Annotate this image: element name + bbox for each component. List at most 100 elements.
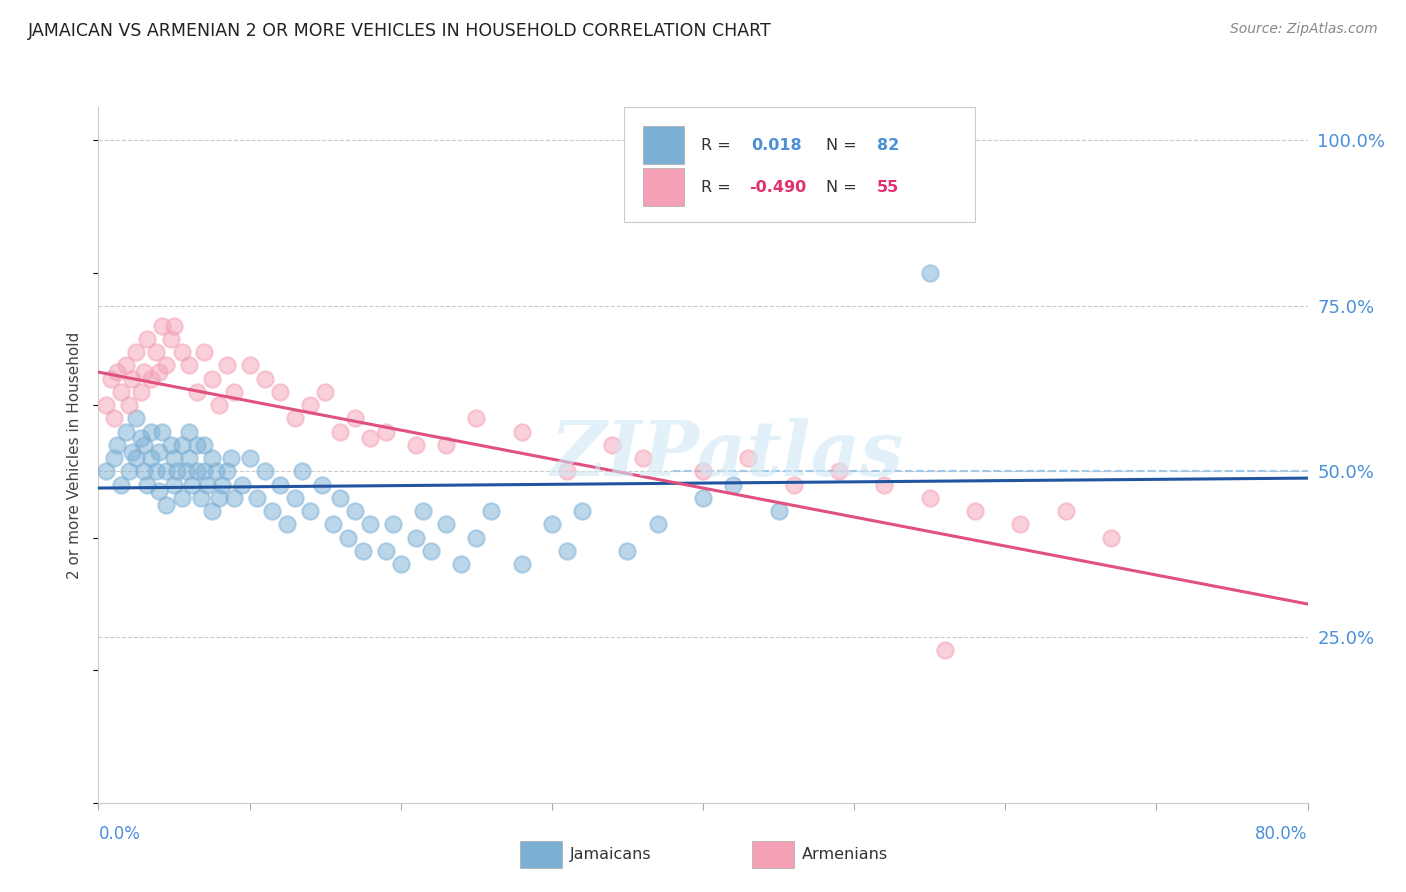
Point	[631, 451, 654, 466]
Point	[783, 477, 806, 491]
Point	[382, 517, 405, 532]
Point	[155, 498, 177, 512]
Point	[918, 266, 941, 280]
Point	[344, 411, 367, 425]
Point	[291, 465, 314, 479]
Point	[616, 544, 638, 558]
Point	[692, 491, 714, 505]
Point	[179, 451, 201, 466]
Point	[103, 411, 125, 425]
Point	[179, 359, 201, 373]
Point	[148, 444, 170, 458]
Point	[434, 517, 457, 532]
Point	[181, 477, 204, 491]
Point	[145, 345, 167, 359]
Point	[215, 359, 238, 373]
Point	[450, 558, 472, 572]
Point	[246, 491, 269, 505]
Text: R =: R =	[700, 179, 735, 194]
Point	[148, 484, 170, 499]
Point	[276, 517, 298, 532]
Point	[269, 384, 291, 399]
Point	[647, 517, 669, 532]
Point	[405, 438, 427, 452]
Text: ZIPatlas: ZIPatlas	[551, 418, 904, 491]
Text: Source: ZipAtlas.com: Source: ZipAtlas.com	[1230, 22, 1378, 37]
Point	[163, 451, 186, 466]
FancyBboxPatch shape	[643, 126, 683, 164]
Point	[284, 411, 307, 425]
Point	[94, 398, 117, 412]
Point	[224, 384, 246, 399]
Point	[828, 465, 851, 479]
Point	[129, 431, 152, 445]
Point	[360, 431, 382, 445]
Point	[190, 491, 212, 505]
Point	[1099, 531, 1122, 545]
Point	[540, 517, 562, 532]
Point	[201, 372, 224, 386]
Point	[170, 345, 193, 359]
Point	[195, 477, 218, 491]
Point	[412, 504, 434, 518]
Point	[118, 398, 141, 412]
Point	[374, 544, 396, 558]
Point	[555, 465, 578, 479]
Text: 0.018: 0.018	[751, 137, 801, 153]
Point	[420, 544, 443, 558]
Point	[100, 372, 122, 386]
Point	[311, 477, 333, 491]
Point	[208, 398, 231, 412]
Point	[186, 438, 208, 452]
Point	[692, 465, 714, 479]
Point	[389, 558, 412, 572]
Text: N =: N =	[827, 137, 862, 153]
Point	[262, 504, 284, 518]
Point	[215, 465, 238, 479]
Point	[150, 318, 173, 333]
Point	[352, 544, 374, 558]
Text: R =: R =	[700, 137, 735, 153]
Point	[555, 544, 578, 558]
Point	[174, 465, 197, 479]
Point	[103, 451, 125, 466]
Point	[160, 438, 183, 452]
Point	[105, 365, 128, 379]
Point	[299, 504, 322, 518]
Point	[125, 411, 148, 425]
Text: N =: N =	[827, 179, 862, 194]
Point	[314, 384, 336, 399]
Point	[135, 477, 157, 491]
Point	[114, 425, 136, 439]
Point	[193, 345, 215, 359]
Point	[918, 491, 941, 505]
Point	[160, 332, 183, 346]
Point	[253, 465, 276, 479]
Point	[723, 477, 745, 491]
Point	[737, 451, 759, 466]
Point	[253, 372, 276, 386]
Point	[132, 438, 155, 452]
Text: 80.0%: 80.0%	[1256, 825, 1308, 843]
Point	[105, 438, 128, 452]
Point	[405, 531, 427, 545]
Text: JAMAICAN VS ARMENIAN 2 OR MORE VEHICLES IN HOUSEHOLD CORRELATION CHART: JAMAICAN VS ARMENIAN 2 OR MORE VEHICLES …	[28, 22, 772, 40]
Point	[1010, 517, 1032, 532]
Point	[125, 345, 148, 359]
Point	[201, 451, 224, 466]
Point	[602, 438, 624, 452]
Point	[322, 517, 344, 532]
Point	[434, 438, 457, 452]
Point	[132, 465, 155, 479]
Point	[205, 465, 228, 479]
Point	[360, 517, 382, 532]
Point	[94, 465, 117, 479]
FancyBboxPatch shape	[643, 168, 683, 206]
Point	[193, 465, 215, 479]
Point	[510, 425, 533, 439]
Point	[155, 359, 177, 373]
Point	[965, 504, 987, 518]
Point	[231, 477, 253, 491]
Point	[344, 504, 367, 518]
Point	[329, 425, 352, 439]
